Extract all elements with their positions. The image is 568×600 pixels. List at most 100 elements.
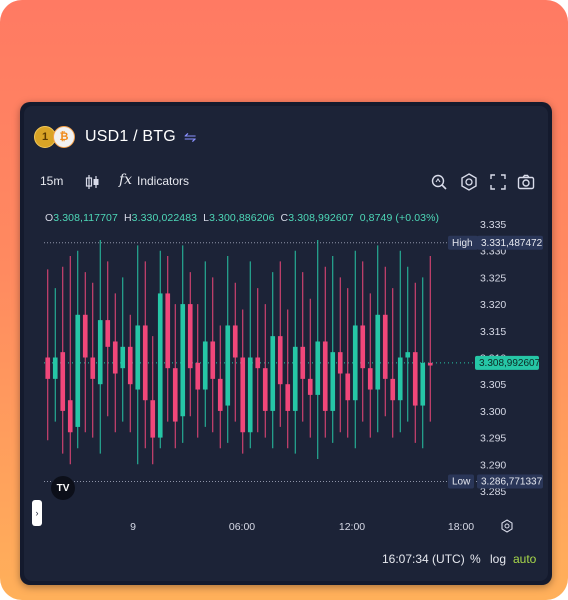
utc-clock[interactable]: 16:07:34 (UTC) xyxy=(382,552,465,566)
change-value: 0,8749 (+0.03%) xyxy=(359,212,440,224)
current-price-tag: 3.308,992607 xyxy=(475,355,541,370)
candle-body xyxy=(322,341,328,411)
interval-button[interactable]: 15m xyxy=(40,174,64,188)
close-label: C xyxy=(280,212,289,224)
bottom-bar: 16:07:34 (UTC) % log auto xyxy=(24,548,548,572)
candle-body xyxy=(127,346,133,385)
candle-body xyxy=(150,400,156,438)
current-price-tag-text: 3.308,992607 xyxy=(479,358,541,369)
candle-body xyxy=(52,357,58,379)
fullscreen-icon[interactable] xyxy=(488,172,508,192)
candle-body xyxy=(60,352,66,411)
price-tick-label: 3.300 xyxy=(480,406,506,418)
auto-scale-toggle[interactable]: auto xyxy=(513,552,537,566)
high-tag-bg xyxy=(448,235,478,250)
candle-body xyxy=(210,341,216,379)
high-tag: High xyxy=(448,235,478,250)
candle-body xyxy=(420,362,426,406)
chart-window: 1 ₿ USD1 / BTG ⇋ 15m fx Indicators xyxy=(20,102,552,585)
chart-panel: 1 ₿ USD1 / BTG ⇋ 15m fx Indicators xyxy=(24,106,548,581)
low-value-tag-bg xyxy=(477,474,543,489)
price-tick-label: 3.325 xyxy=(480,272,506,284)
close-value: 3.308,992607 xyxy=(288,212,354,224)
candle-body xyxy=(240,357,246,433)
candles-icon[interactable] xyxy=(82,172,102,192)
price-tick-label: 3.285 xyxy=(480,486,506,498)
axis-settings-dot xyxy=(504,523,510,529)
high-tag-text: High xyxy=(452,238,473,249)
candle-body xyxy=(397,357,403,401)
candlestick-chart[interactable]: 3.3353.3303.3253.3203.3153.3103.3053.300… xyxy=(24,106,548,546)
symbol-pair-title[interactable]: USD1 / BTG xyxy=(85,128,176,145)
camera-icon[interactable] xyxy=(516,172,536,192)
symbol-header[interactable]: 1 ₿ USD1 / BTG ⇋ xyxy=(34,124,196,150)
high-value: 3.330,022483 xyxy=(131,212,198,224)
candle-body xyxy=(427,362,433,366)
candle-body xyxy=(292,346,298,411)
high-value-tag: 3.331,487472 xyxy=(477,235,543,250)
low-label: L xyxy=(203,212,210,224)
fx-icon[interactable]: fx xyxy=(119,172,133,188)
percent-scale-toggle[interactable]: % xyxy=(470,552,481,566)
price-tick-label: 3.295 xyxy=(480,433,506,445)
low-tag: Low xyxy=(448,474,474,489)
indicators-button[interactable]: Indicators xyxy=(137,174,190,188)
candle-body xyxy=(315,341,321,395)
open-value: 3.308,117707 xyxy=(53,212,118,224)
candle-body xyxy=(172,368,178,422)
candle-body xyxy=(232,325,238,358)
candle-body xyxy=(45,357,51,379)
settings-hexagon-icon[interactable] xyxy=(459,172,479,192)
time-tick-label: 06:00 xyxy=(229,521,255,533)
price-tick-label: 3.290 xyxy=(480,459,506,471)
candle-body xyxy=(112,341,118,374)
chart-toolbar: 15m fx Indicators xyxy=(24,170,548,196)
log-scale-toggle[interactable]: log xyxy=(490,552,507,566)
low-tag-text: Low xyxy=(452,477,471,488)
candle-body xyxy=(67,400,73,433)
axis-settings-icon[interactable] xyxy=(501,519,513,533)
candle-body xyxy=(90,357,96,379)
price-tick-label: 3.320 xyxy=(480,299,506,311)
swap-icon[interactable]: ⇋ xyxy=(183,129,197,146)
candle-body xyxy=(105,320,111,347)
candle-body xyxy=(307,378,313,395)
candle-body xyxy=(157,293,163,438)
candle-body xyxy=(135,325,141,390)
candle-body xyxy=(202,341,208,390)
candle-body xyxy=(367,368,373,390)
candle-body xyxy=(352,325,358,401)
high-value-tag-bg xyxy=(477,235,543,250)
low-value: 3.300,886206 xyxy=(209,212,275,224)
price-tick-label: 3.315 xyxy=(480,326,506,338)
time-tick-label: 18:00 xyxy=(448,521,474,533)
candle-body xyxy=(270,336,276,411)
candle-body xyxy=(360,325,366,369)
candle-body xyxy=(142,325,148,401)
candle-body xyxy=(262,368,268,411)
high-label: H xyxy=(123,212,132,224)
collapse-panel-chevron-icon[interactable]: › xyxy=(32,500,42,526)
candle-body xyxy=(337,352,343,374)
candle-body xyxy=(330,352,336,411)
candle-body xyxy=(187,304,193,369)
candle-body xyxy=(120,346,126,369)
magnifier-icon[interactable] xyxy=(429,172,449,192)
candle-body xyxy=(247,357,253,433)
candle-body xyxy=(97,320,103,385)
candle-body xyxy=(75,314,81,427)
price-tick-label: 3.305 xyxy=(480,379,506,391)
candle-body xyxy=(180,304,186,417)
low-value-tag-text: 3.286,771337 xyxy=(481,477,543,488)
current-price-tag-bg xyxy=(475,355,539,370)
high-value-tag-text: 3.331,487472 xyxy=(481,238,543,249)
btg-coin-icon: ₿ xyxy=(53,126,75,148)
time-tick-label: 12:00 xyxy=(339,521,365,533)
candle-body xyxy=(217,378,223,411)
price-tick-label: 3.335 xyxy=(480,219,506,231)
candle-body xyxy=(345,373,351,401)
candle-body xyxy=(255,357,261,369)
candle-body xyxy=(300,346,306,379)
open-label: O xyxy=(45,212,54,224)
ohlc-legend: O3.308,117707 H3.330,022483 L3.300,88620… xyxy=(45,212,439,224)
